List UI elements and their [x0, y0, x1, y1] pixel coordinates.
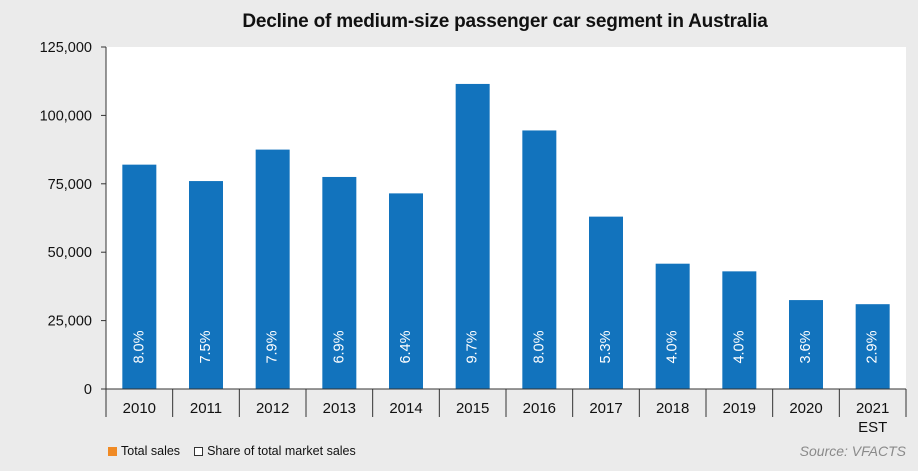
bar-data-label: 8.0%: [531, 330, 547, 363]
bar: [455, 83, 490, 389]
y-tick-label: 25,000: [48, 314, 92, 330]
bar-data-label: 9.7%: [465, 330, 481, 363]
x-axis: 2010 2011 2012 2013 2014 2015 2016 2017 2018 2019…: [105, 388, 907, 436]
bar: [255, 149, 290, 389]
y-tick-label: 100,000: [40, 108, 92, 124]
bar-data-label: 4.0%: [665, 330, 681, 363]
bar-data-label: 4.0%: [731, 330, 747, 363]
y-axis: 0 25,000 50,000 75,000 100,000 125,000: [40, 40, 107, 398]
bar-data-label: 5.3%: [598, 330, 614, 363]
bar: [522, 130, 557, 389]
x-tick-label: 2021: [856, 400, 889, 417]
bar-data-label: 7.5%: [198, 330, 214, 363]
x-tick-label: 2010: [123, 400, 156, 417]
chart-title: Decline of medium-size passenger car seg…: [242, 11, 768, 32]
legend-swatch-share: [194, 446, 204, 456]
x-tick-label: 2016: [523, 400, 556, 417]
x-tick-label: 2020: [789, 400, 822, 417]
legend-item-total-sales: Total sales: [108, 444, 180, 458]
bar: [655, 263, 690, 389]
legend-label-share: Share of total market sales: [207, 444, 356, 458]
bar-data-label: 6.4%: [398, 330, 414, 363]
x-tick-label: 2017: [589, 400, 622, 417]
bar-data-label: 2.9%: [865, 330, 881, 363]
x-tick-label: 2014: [389, 400, 422, 417]
y-tick-label: 125,000: [40, 40, 92, 56]
legend-swatch-total-sales: [108, 446, 117, 456]
bar: [789, 300, 823, 389]
bar-data-label: 7.9%: [265, 330, 281, 363]
x-tick-label: 2013: [323, 400, 356, 417]
bar: [389, 193, 423, 389]
x-tick-label: 2012: [256, 400, 289, 417]
bar: [189, 181, 223, 389]
x-tick-label: 2015: [456, 400, 489, 417]
bar-data-label: 3.6%: [798, 330, 814, 363]
bar: [589, 216, 623, 389]
y-tick-label: 75,000: [48, 177, 92, 193]
legend: Total sales Share of total market sales: [108, 444, 356, 458]
x-tick-sublabel: EST: [858, 419, 887, 436]
y-tick-label: 0: [84, 382, 92, 398]
bar-data-label: 8.0%: [131, 330, 147, 363]
x-tick-label: 2018: [656, 400, 689, 417]
bar: [722, 271, 757, 389]
bar: [322, 176, 357, 389]
bar: [855, 304, 890, 389]
x-tick-label: 2011: [190, 400, 222, 417]
source-note: Source: VFACTS: [799, 443, 906, 459]
bar: [122, 164, 157, 389]
x-tick-label: 2019: [723, 400, 756, 417]
plot-area: [106, 47, 906, 389]
y-tick-label: 50,000: [48, 245, 92, 261]
legend-label-total-sales: Total sales: [121, 444, 181, 458]
legend-item-share: Share of total market sales: [194, 444, 356, 458]
bars-group: 8.0% 7.5% 7.9% 6.9% 6.4% 9.7% 8.0% 5.3% 4.0% 4.0%…: [122, 83, 890, 389]
bar-data-label: 6.9%: [331, 330, 347, 363]
